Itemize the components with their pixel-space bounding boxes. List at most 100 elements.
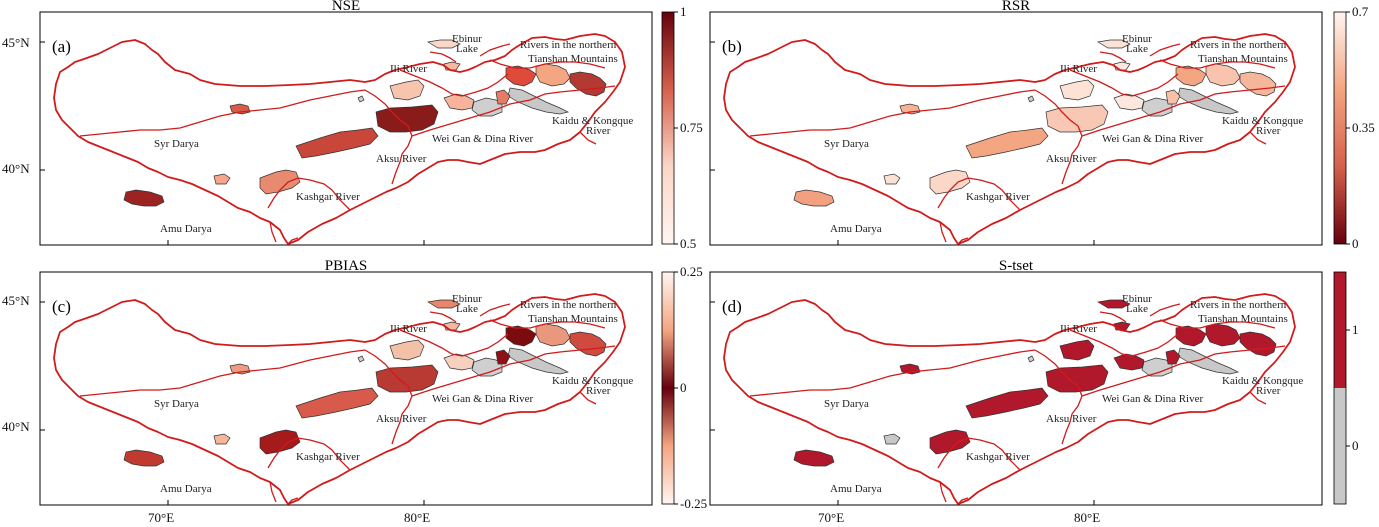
sub-basin xyxy=(443,353,475,371)
lat-label-45-top: 45°N xyxy=(2,35,30,50)
region-label-syr: Syr Darya xyxy=(154,138,199,150)
region-label-weigan: Wei Gan & Dina River xyxy=(432,393,533,405)
region-label-weigan: Wei Gan & Dina River xyxy=(1102,133,1203,145)
panel-title: NSE xyxy=(332,0,360,14)
sub-basin xyxy=(213,173,231,185)
panel-title: S-tset xyxy=(999,258,1034,274)
sub-basin xyxy=(505,65,537,87)
colorbar-tick-label: 0 xyxy=(680,380,687,395)
region-label-kaidu1: Kaidu & Kongque xyxy=(1222,115,1303,127)
lat-label-40-top: 40°N xyxy=(2,161,30,176)
region-label-amu: Amu Darya xyxy=(160,483,212,495)
sub-basin xyxy=(495,89,511,105)
sub-basin xyxy=(507,347,570,375)
sub-basin xyxy=(1141,97,1173,117)
colorbar-segment-1 xyxy=(1334,272,1346,388)
panel-label: (d) xyxy=(722,297,742,316)
region-label-kaidu2: River xyxy=(1256,385,1281,397)
panel-title: PBIAS xyxy=(325,258,368,274)
region-label-north1: Rivers in the northern xyxy=(520,39,617,51)
region-label-kashgar: Kashgar River xyxy=(966,191,1030,203)
colorbar-gradient xyxy=(662,272,674,504)
sub-basin xyxy=(1027,355,1035,363)
region-label-kashgar: Kashgar River xyxy=(296,451,360,463)
colorbar-gradient xyxy=(662,12,674,244)
sub-basin xyxy=(1177,347,1240,375)
sub-basin xyxy=(1205,323,1241,347)
sub-basin xyxy=(259,169,301,195)
sub-basin xyxy=(1175,65,1207,87)
region-label-north2: Tianshan Mountains xyxy=(1198,53,1288,65)
colorbar-2: 0.7 0.35 0 xyxy=(1333,4,1375,251)
region-label-north2: Tianshan Mountains xyxy=(528,313,618,325)
region-label-kaidu1: Kaidu & Kongque xyxy=(552,115,633,127)
region-label-aksu: Aksu River xyxy=(1046,413,1097,425)
sub-basin xyxy=(1239,71,1277,97)
colorbar-tick-label: 0.7 xyxy=(1352,4,1369,19)
region-label-ili: Ili River xyxy=(390,63,427,75)
sub-basin xyxy=(495,349,511,365)
lon-label-80-right: 80°E xyxy=(1074,510,1100,525)
sub-basin xyxy=(1059,339,1095,361)
sub-basin xyxy=(1177,87,1240,115)
sub-basin xyxy=(427,299,461,309)
colorbar-tick-label: 1 xyxy=(1352,322,1359,337)
panel-title: RSR xyxy=(1002,0,1030,14)
region-label-ebinur1: Ebinur xyxy=(1122,33,1152,45)
sub-basin xyxy=(793,449,835,467)
colorbar-4: 10 xyxy=(1333,271,1359,505)
region-label-kaidu2: River xyxy=(586,125,611,137)
colorbar-tick-label: 0.75 xyxy=(680,120,703,135)
sub-basin xyxy=(357,95,365,103)
colorbar-1: 1 0.75 0.5 xyxy=(661,4,703,251)
sub-basin xyxy=(965,387,1049,419)
region-label-kaidu1: Kaidu & Kongque xyxy=(1222,375,1303,387)
region-label-weigan: Wei Gan & Dina River xyxy=(1102,393,1203,405)
lat-label-45-bottom: 45°N xyxy=(2,293,30,308)
region-label-syr: Syr Darya xyxy=(824,138,869,150)
sub-basin xyxy=(535,323,571,347)
sub-basin xyxy=(213,433,231,445)
sub-basin xyxy=(1205,63,1241,87)
lon-label-70-left: 70°E xyxy=(148,510,174,525)
region-label-ebinur2: Lake xyxy=(1126,303,1148,315)
colorbar-tick-label: 1 xyxy=(680,4,687,19)
sub-basin xyxy=(505,325,537,347)
sub-basin xyxy=(389,339,425,361)
sub-basin xyxy=(569,71,607,97)
sub-basin xyxy=(295,387,379,419)
region-label-ebinur2: Lake xyxy=(456,43,478,55)
sub-basin xyxy=(965,127,1049,159)
region-label-kaidu2: River xyxy=(1256,125,1281,137)
region-label-kashgar: Kashgar River xyxy=(966,451,1030,463)
sub-basin xyxy=(929,169,971,195)
panel-label: (a) xyxy=(52,37,71,56)
region-label-weigan: Wei Gan & Dina River xyxy=(432,133,533,145)
sub-basin xyxy=(471,357,503,377)
sub-basin xyxy=(123,189,165,207)
colorbar-gradient xyxy=(1334,12,1346,244)
sub-basin xyxy=(929,429,971,455)
sub-basin xyxy=(389,79,425,101)
sub-basin xyxy=(123,449,165,467)
region-label-ebinur1: Ebinur xyxy=(452,293,482,305)
sub-basin xyxy=(357,355,365,363)
panel-label: (b) xyxy=(722,37,742,56)
sub-basin xyxy=(1097,39,1131,49)
sub-basin xyxy=(443,93,475,111)
colorbar-tick-label: 0 xyxy=(1352,236,1359,251)
sub-basin xyxy=(295,127,379,159)
panel-label: (c) xyxy=(52,297,71,316)
sub-basin xyxy=(1059,79,1095,101)
region-label-north1: Rivers in the northern xyxy=(1190,39,1287,51)
sub-basin xyxy=(427,39,461,49)
region-label-north1: Rivers in the northern xyxy=(520,299,617,311)
axis-labels: 45°N 40°N 45°N 40°N 70°E 80°E 70°E 80°E xyxy=(2,35,1100,525)
region-label-kaidu1: Kaidu & Kongque xyxy=(552,375,633,387)
sub-basin xyxy=(883,433,901,445)
sub-basin xyxy=(569,331,607,357)
region-label-syr: Syr Darya xyxy=(824,398,869,410)
region-label-kashgar: Kashgar River xyxy=(296,191,360,203)
colorbar-frame xyxy=(1333,271,1347,505)
